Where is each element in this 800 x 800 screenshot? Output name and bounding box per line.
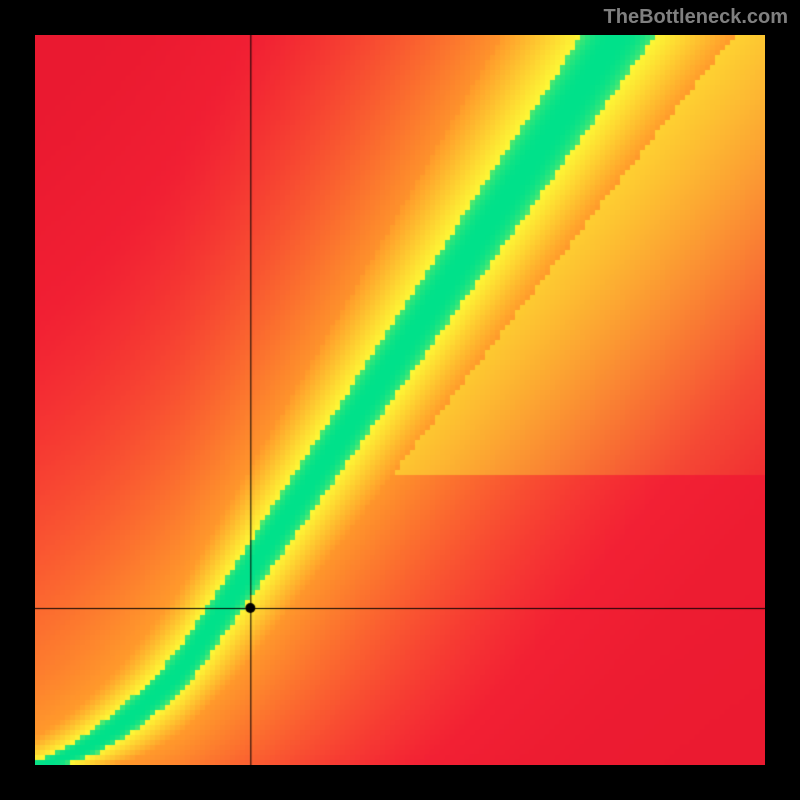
watermark-text: TheBottleneck.com [604, 6, 788, 29]
heatmap-canvas [35, 35, 765, 765]
chart-container: TheBottleneck.com [0, 0, 800, 800]
plot-area [35, 35, 765, 765]
